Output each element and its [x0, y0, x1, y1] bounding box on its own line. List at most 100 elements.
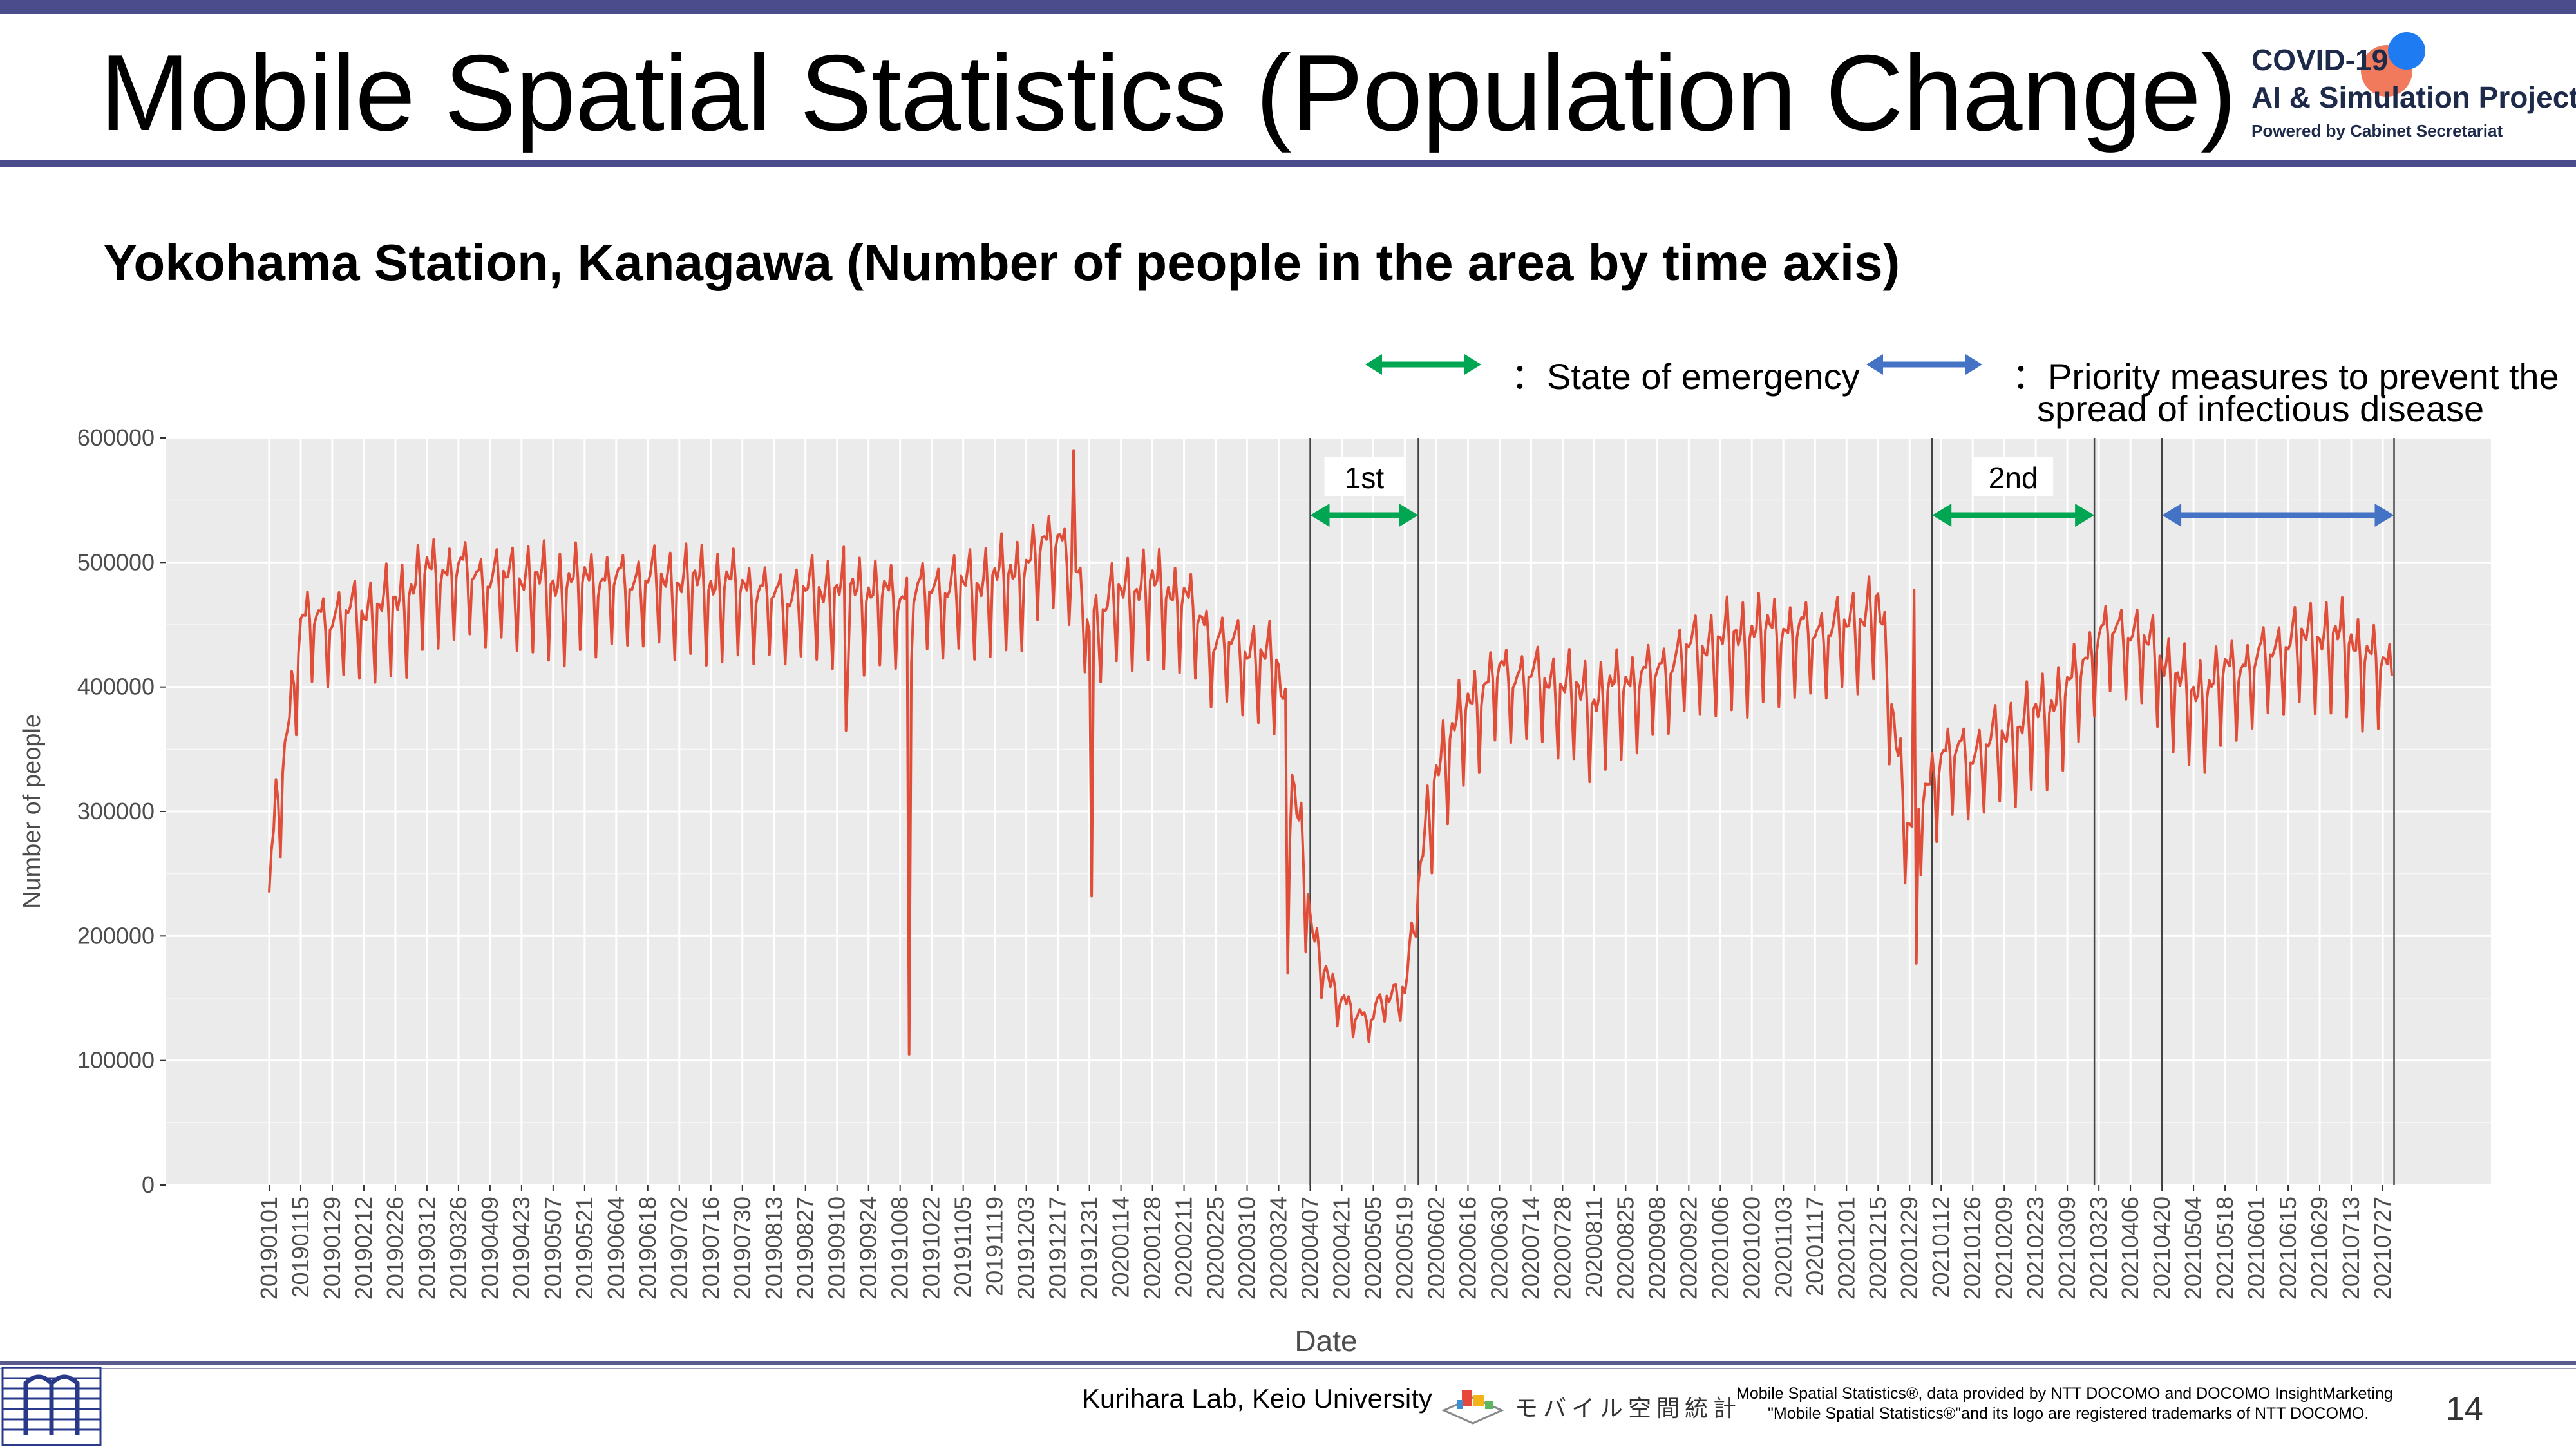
- x-tick-label: 20200616: [1454, 1197, 1481, 1300]
- x-tick-label: 20191217: [1045, 1197, 1071, 1300]
- footer-divider: [0, 1361, 2576, 1365]
- y-tick-label: 0: [142, 1171, 155, 1198]
- y-tick-label: 500000: [77, 549, 155, 575]
- x-tick-label: 20210615: [2275, 1197, 2301, 1300]
- x-tick-label: 20201006: [1707, 1197, 1733, 1300]
- x-tick-label: 20210504: [2180, 1197, 2206, 1300]
- x-tick-label: 20190730: [729, 1197, 755, 1300]
- x-tick-label: 20201215: [1864, 1197, 1891, 1300]
- period-arrow-head-left: [1932, 504, 1952, 527]
- x-tick-label: 20190813: [761, 1197, 787, 1300]
- footer-jp-brand: モバイル空間統計: [1515, 1395, 1742, 1421]
- x-tick-label: 20210420: [2148, 1197, 2175, 1300]
- x-tick-label: 20200714: [1517, 1197, 1544, 1300]
- x-tick-label: 20190521: [571, 1197, 598, 1300]
- x-tick-label: 20200922: [1675, 1197, 1701, 1300]
- x-tick-label: 20200505: [1359, 1197, 1386, 1300]
- x-tick-label: 20210713: [2338, 1197, 2364, 1300]
- x-tick-label: 20210112: [1927, 1197, 1954, 1298]
- x-tick-label: 20210323: [2085, 1197, 2112, 1300]
- x-tick-label: 20210629: [2306, 1197, 2333, 1300]
- x-tick-label: 20210601: [2243, 1197, 2269, 1300]
- y-tick-label: 400000: [77, 674, 155, 700]
- population-line-chart: 20190101 20190115 20190129 20190212 20190226…: [19, 425, 2491, 1358]
- chart-subtitle: Yokohama Station, Kanagawa (Number of pe…: [103, 234, 1900, 291]
- y-tick-label: 200000: [77, 922, 155, 949]
- x-tick-label: 20200114: [1108, 1197, 1134, 1298]
- x-tick-label: 20190409: [477, 1197, 503, 1300]
- top-accent-bar: [0, 0, 2576, 14]
- x-tick-label: 20190226: [382, 1197, 408, 1300]
- page-title: Mobile Spatial Statistics (Population Ch…: [100, 32, 2237, 153]
- title-divider: [0, 160, 2576, 167]
- logo-line2: AI & Simulation Project: [2251, 80, 2576, 114]
- x-tick-label: 20191119: [981, 1197, 1008, 1296]
- period-arrow-head-right: [1399, 504, 1419, 527]
- x-tick-label: 20190326: [445, 1197, 471, 1300]
- x-tick-label: 20210209: [1991, 1197, 2017, 1300]
- x-tick-label: 20191105: [950, 1197, 976, 1298]
- x-tick-label: 20200825: [1612, 1197, 1638, 1300]
- x-tick-label: 20200602: [1423, 1197, 1449, 1300]
- y-axis-title: Number of people: [19, 714, 46, 909]
- period-label: 1st: [1345, 461, 1385, 495]
- legend-emergency-arrow-icon: [1365, 354, 1481, 375]
- footer-divider-thin: [0, 1368, 2576, 1369]
- x-tick-label: 20200407: [1297, 1197, 1323, 1300]
- x-tick-label: 20190924: [855, 1197, 882, 1300]
- x-tick-label: 20190423: [508, 1197, 535, 1300]
- x-tick-label: 20201201: [1833, 1197, 1859, 1300]
- x-tick-label: 20190101: [256, 1197, 282, 1300]
- x-tick-label: 20200128: [1139, 1197, 1166, 1300]
- period-arrow-head-left: [2162, 504, 2182, 527]
- x-tick-label: 20200908: [1643, 1197, 1670, 1300]
- logo-line1: COVID-19: [2251, 43, 2389, 77]
- footer-notice-1: Mobile Spatial Statistics®, data provide…: [1736, 1385, 2393, 1403]
- x-tick-label: 20201020: [1738, 1197, 1765, 1300]
- x-tick-label: 20210518: [2211, 1197, 2238, 1300]
- period-label-box: [1973, 457, 2054, 496]
- page-number: 14: [2446, 1390, 2483, 1428]
- population-series-line: [268, 449, 2393, 1056]
- x-tick-label: 20201103: [1770, 1197, 1796, 1298]
- x-tick-label: 20190115: [287, 1197, 314, 1298]
- x-tick-label: 20190910: [824, 1197, 850, 1300]
- legend-priority-arrow-icon: [1866, 354, 1982, 375]
- x-tick-label: 20190212: [350, 1197, 377, 1300]
- period-label-box: [1324, 457, 1405, 496]
- y-tick-label: 300000: [77, 798, 155, 824]
- x-tick-label: 20200519: [1391, 1197, 1417, 1300]
- keio-lab-logo-icon: [1, 1367, 102, 1446]
- covid-ai-logo: COVID-19 AI & Simulation Project Powered…: [2251, 32, 2576, 155]
- x-tick-label: 20210406: [2117, 1197, 2143, 1300]
- x-tick-label: 20191008: [887, 1197, 913, 1300]
- x-tick-label: 20190702: [666, 1197, 692, 1300]
- x-tick-label: 20200728: [1549, 1197, 1575, 1300]
- x-tick-label: 20200310: [1234, 1197, 1260, 1300]
- x-tick-label: 20210126: [1959, 1197, 1985, 1300]
- x-tick-label: 20201229: [1896, 1197, 1922, 1300]
- mobile-spatial-statistics-logo-icon: [1441, 1390, 1504, 1425]
- legend-priority-label-2: spread of infectious disease: [2037, 388, 2485, 429]
- x-tick-label: 20190129: [319, 1197, 345, 1300]
- period-arrow-head-right: [2075, 504, 2095, 527]
- x-tick-label: 20210223: [2022, 1197, 2049, 1300]
- x-tick-label: 20210727: [2369, 1197, 2396, 1300]
- x-tick-label: 20190604: [603, 1197, 629, 1300]
- period-arrow-head-right: [2374, 504, 2394, 527]
- x-tick-label: 20191203: [1013, 1197, 1039, 1300]
- x-tick-label: 20200225: [1202, 1197, 1229, 1300]
- logo-blue-dot-icon: [2388, 32, 2425, 70]
- x-tick-label: 20200630: [1486, 1197, 1512, 1300]
- x-tick-label: 20190507: [540, 1197, 566, 1300]
- y-tick-label: 100000: [77, 1047, 155, 1074]
- x-tick-label: 20191231: [1076, 1197, 1103, 1300]
- x-axis-title: Date: [1294, 1324, 1357, 1358]
- legend-emergency-label: ：State of emergency: [1511, 356, 1860, 397]
- x-tick-label: 20210309: [2054, 1197, 2080, 1300]
- x-tick-label: 20200324: [1265, 1197, 1292, 1300]
- period-label: 2nd: [1989, 461, 2038, 495]
- logo-line3: Powered by Cabinet Secretariat: [2251, 121, 2503, 140]
- period-arrow-head-left: [1310, 504, 1330, 527]
- x-tick-label: 20191022: [918, 1197, 945, 1300]
